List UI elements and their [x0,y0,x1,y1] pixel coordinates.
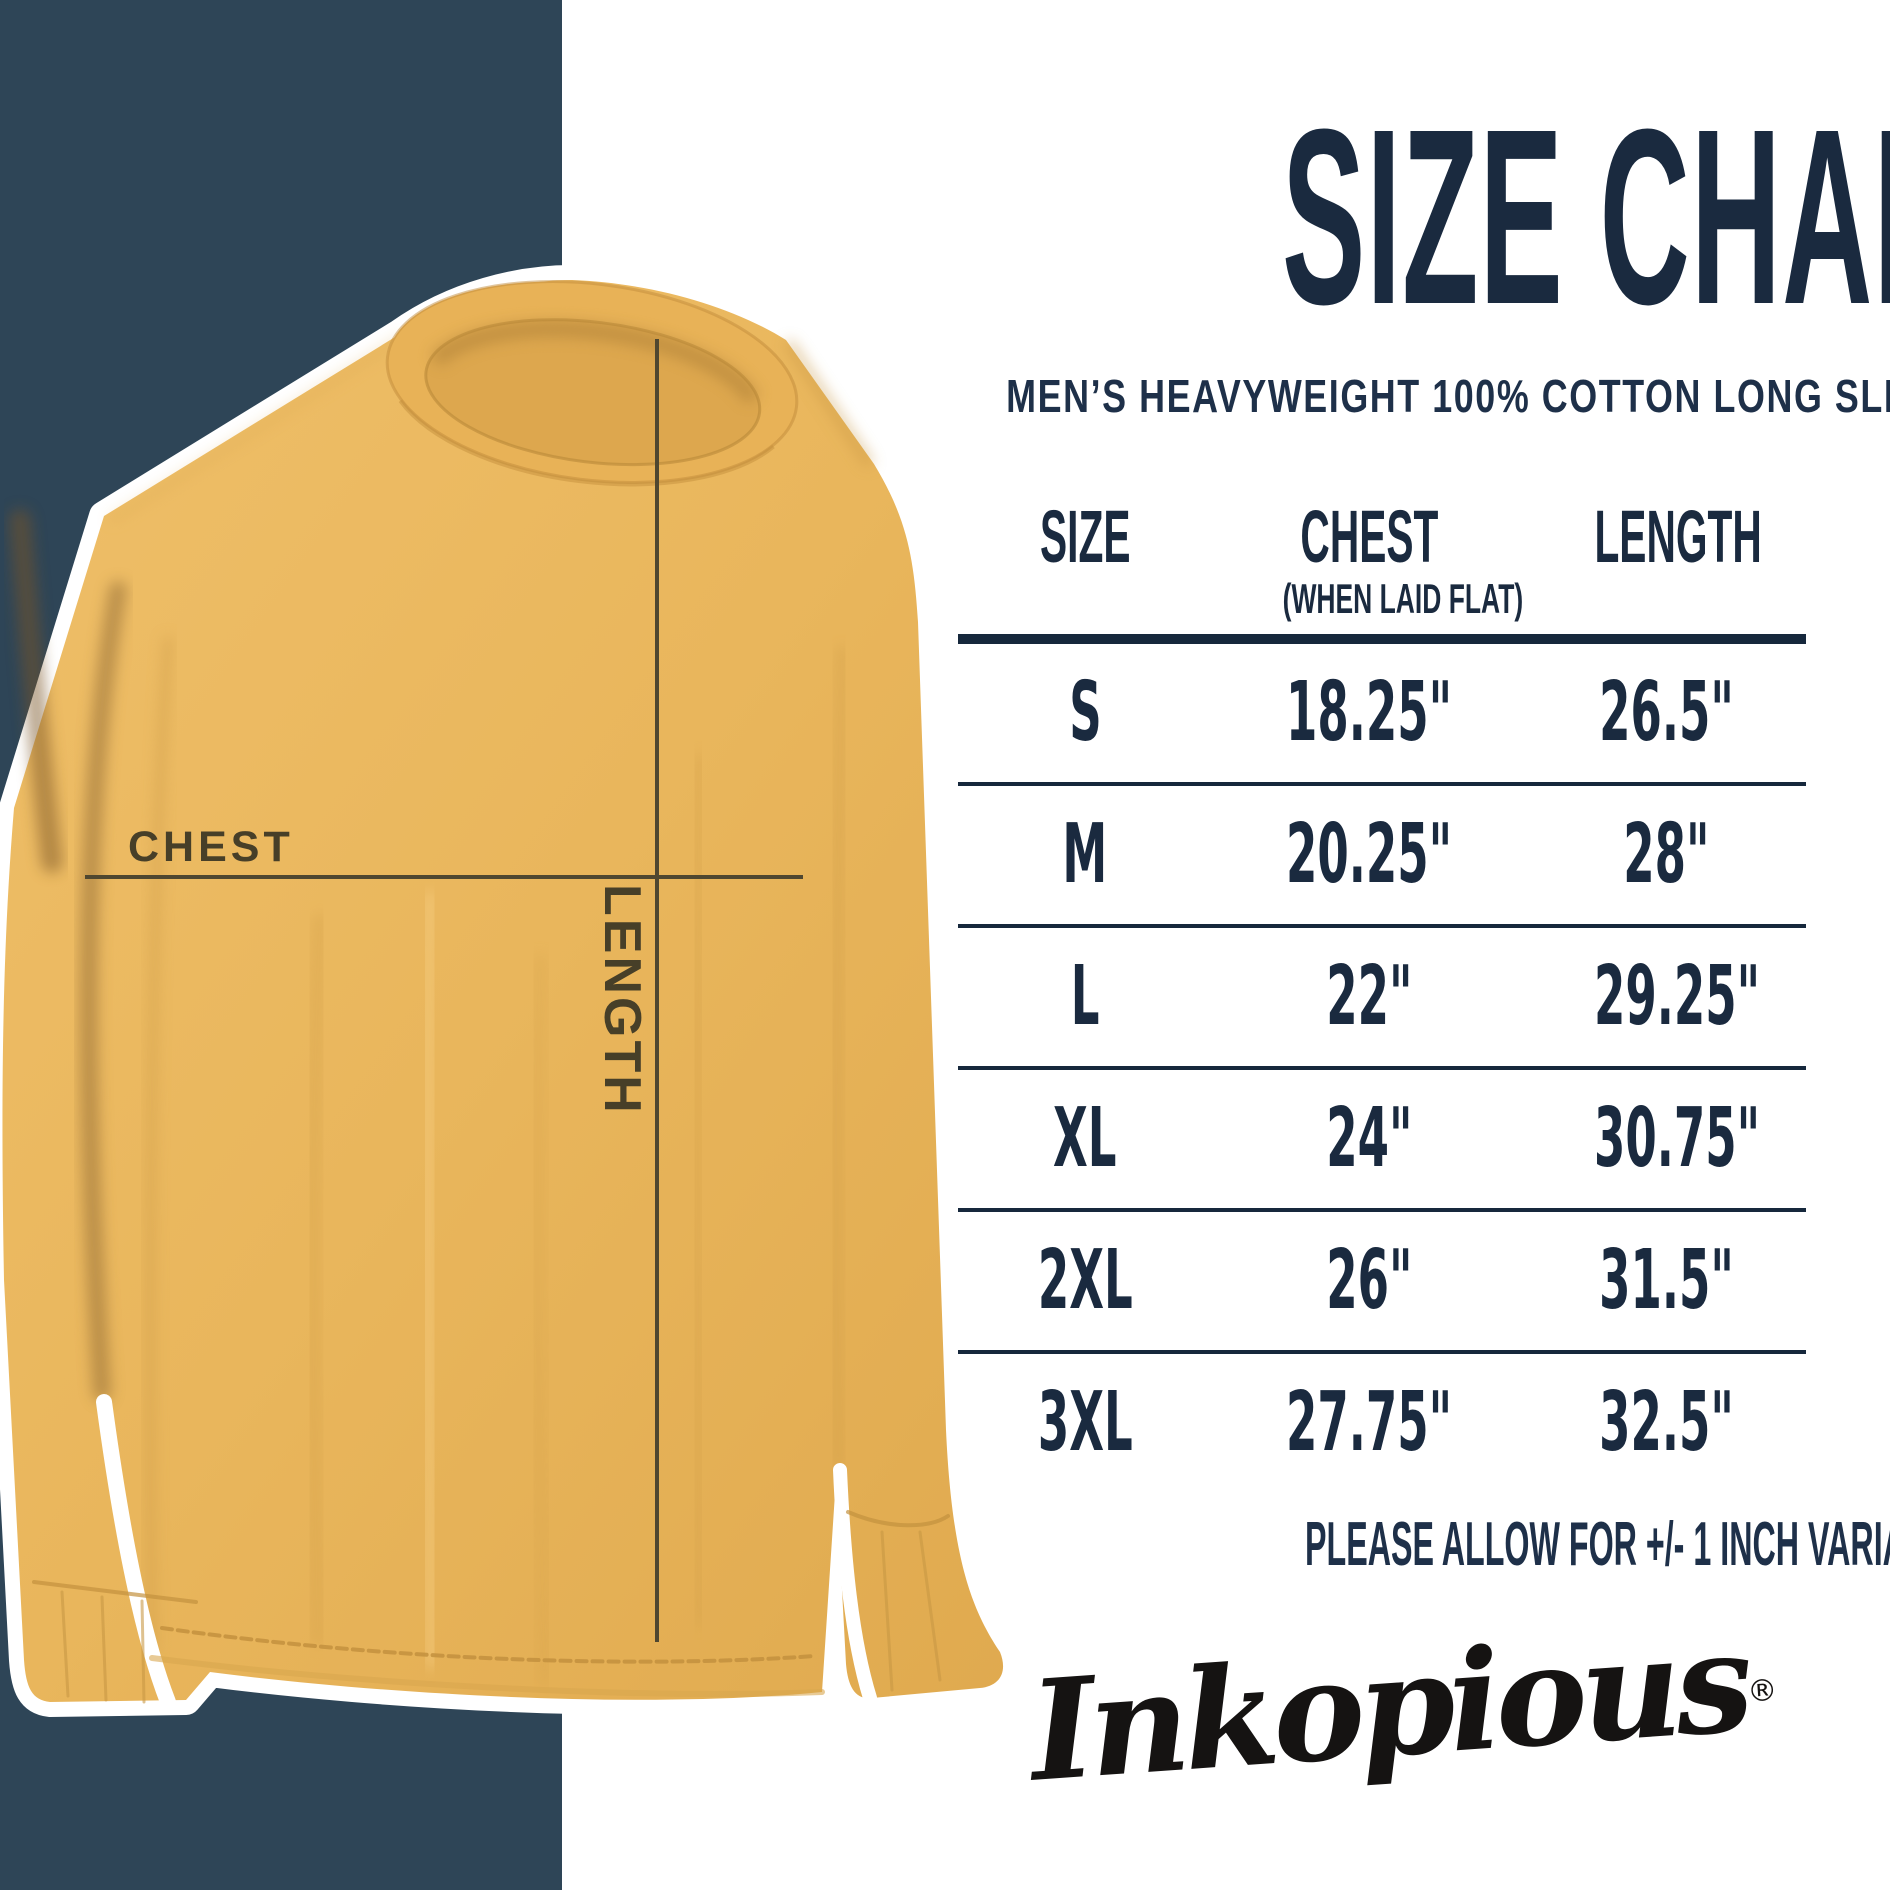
row-length: 30.75" [1594,1091,1761,1186]
table-row-divider [958,1208,1806,1212]
table-row: 2XL 26" 31.5" [958,1212,1806,1350]
size-table: SIZE CHEST (WHEN LAID FLAT) LENGTH S 18.… [958,500,1806,1492]
row-chest: 20.25" [1286,807,1453,902]
shirt-fold-shading [9,335,873,1686]
product-subtitle-text: MEN’S HEAVYWEIGHT 100% COTTON LONG SLEEV… [1006,370,1890,422]
table-row-divider [958,782,1806,786]
table-row-divider [958,924,1806,928]
sleeve-gaps [96,1394,877,1710]
hem-and-cuffs [32,1510,950,1704]
size-table-header: SIZE CHEST (WHEN LAID FLAT) LENGTH [958,500,1806,634]
page-title: SIZE CHART [902,92,1890,342]
header-size: SIZE [1039,495,1131,578]
row-chest: 22" [1326,949,1413,1044]
row-length: 26.5" [1598,665,1734,760]
length-measure-label: LENGTH [593,884,651,1116]
page-title-text: SIZE CHART [1282,77,1890,356]
row-chest: 24" [1326,1091,1413,1186]
length-measure-line [655,339,659,1642]
registered-trademark-icon: ® [1746,1672,1779,1710]
row-size: M [1062,807,1108,902]
table-row-divider [958,1350,1806,1354]
chest-measure-label: CHEST [128,823,294,871]
size-variance-disclaimer-text: PLEASE ALLOW FOR +/- 1 INCH VARIANCE IN … [1304,1510,1890,1579]
table-row: 3XL 27.75" 32.5" [958,1354,1806,1492]
row-length: 28" [1622,807,1710,902]
size-variance-disclaimer: PLEASE ALLOW FOR +/- 1 INCH VARIANCE IN … [940,1514,1890,1576]
shirt-collar [385,280,799,487]
row-chest: 26" [1326,1233,1413,1328]
header-chest-note: (WHEN LAID FLAT) [1283,575,1524,622]
row-size: S [1068,665,1102,760]
table-header-rule [958,634,1806,644]
chest-measure-line [85,875,803,879]
row-length: 32.5" [1598,1375,1734,1470]
table-row-divider [958,1066,1806,1070]
header-length: LENGTH [1594,495,1762,578]
row-size: L [1070,949,1100,1044]
shirt-body [2,280,1004,1702]
row-size: 2XL [1037,1233,1133,1328]
row-chest: 27.75" [1286,1375,1453,1470]
table-row: L 22" 29.25" [958,928,1806,1066]
product-subtitle: MEN’S HEAVYWEIGHT 100% COTTON LONG SLEEV… [868,373,1890,419]
header-chest: CHEST (WHEN LAID FLAT) [1212,500,1526,620]
row-chest: 18.25" [1286,665,1453,760]
table-row: S 18.25" 26.5" [958,644,1806,782]
row-size: XL [1053,1091,1117,1186]
row-length: 31.5" [1598,1233,1734,1328]
table-row: M 20.25" 28" [958,786,1806,924]
row-length: 29.25" [1594,949,1761,1044]
table-row: XL 24" 30.75" [958,1070,1806,1208]
row-size: 3XL [1037,1375,1133,1470]
